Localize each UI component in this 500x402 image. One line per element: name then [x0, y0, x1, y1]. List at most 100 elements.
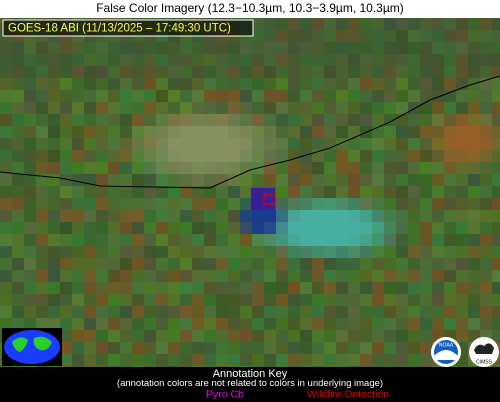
image-pixel	[372, 18, 384, 30]
image-pixel	[24, 234, 36, 246]
image-pixel	[420, 210, 432, 222]
image-pixel	[84, 294, 96, 306]
image-pixel	[0, 246, 12, 258]
image-pixel	[480, 162, 492, 174]
image-pixel	[432, 306, 444, 318]
image-pixel	[96, 222, 108, 234]
image-pixel	[120, 258, 132, 270]
image-pixel	[12, 198, 24, 210]
image-pixel	[168, 162, 180, 174]
image-pixel	[396, 90, 408, 102]
image-pixel	[24, 258, 36, 270]
image-pixel	[240, 282, 252, 294]
image-pixel	[456, 114, 468, 126]
image-pixel	[108, 366, 120, 367]
image-pixel	[312, 318, 324, 330]
image-pixel	[180, 234, 192, 246]
image-pixel	[468, 138, 480, 150]
image-pixel	[0, 282, 12, 294]
image-pixel	[240, 78, 252, 90]
image-pixel	[300, 330, 312, 342]
image-pixel	[480, 30, 492, 42]
image-pixel	[420, 186, 432, 198]
image-pixel	[336, 306, 348, 318]
image-pixel	[276, 270, 288, 282]
image-pixel	[108, 246, 120, 258]
image-pixel	[36, 246, 48, 258]
image-pixel	[0, 126, 12, 138]
image-pixel	[60, 210, 72, 222]
image-pixel	[408, 66, 420, 78]
image-pixel	[252, 210, 264, 222]
image-pixel	[0, 222, 12, 234]
image-pixel	[300, 18, 312, 30]
image-pixel	[276, 318, 288, 330]
image-pixel	[228, 270, 240, 282]
image-pixel	[252, 78, 264, 90]
image-pixel	[156, 186, 168, 198]
image-pixel	[264, 126, 276, 138]
key-title: Annotation Key	[213, 368, 288, 380]
image-pixel	[216, 42, 228, 54]
image-pixel	[0, 162, 12, 174]
image-pixel	[384, 54, 396, 66]
image-pixel	[216, 318, 228, 330]
image-pixel	[72, 150, 84, 162]
image-pixel	[456, 294, 468, 306]
image-pixel	[444, 78, 456, 90]
image-pixel	[48, 186, 60, 198]
image-pixel	[144, 282, 156, 294]
image-pixel	[300, 42, 312, 54]
image-pixel	[48, 210, 60, 222]
image-pixel	[156, 102, 168, 114]
image-pixel	[84, 78, 96, 90]
image-pixel	[240, 90, 252, 102]
image-pixel	[12, 114, 24, 126]
image-pixel	[300, 138, 312, 150]
image-pixel	[72, 366, 84, 367]
image-pixel	[180, 318, 192, 330]
image-pixel	[228, 246, 240, 258]
image-pixel	[264, 150, 276, 162]
image-pixel	[348, 18, 360, 30]
image-pixel	[204, 186, 216, 198]
image-pixel	[120, 294, 132, 306]
image-pixel	[408, 270, 420, 282]
image-pixel	[288, 306, 300, 318]
image-pixel	[432, 174, 444, 186]
image-pixel	[180, 330, 192, 342]
image-pixel	[480, 54, 492, 66]
image-pixel	[168, 90, 180, 102]
image-pixel	[252, 18, 264, 30]
image-pixel	[252, 354, 264, 366]
image-pixel	[60, 306, 72, 318]
image-pixel	[300, 318, 312, 330]
image-pixel	[204, 102, 216, 114]
image-pixel	[288, 318, 300, 330]
image-pixel	[276, 102, 288, 114]
image-pixel	[108, 186, 120, 198]
image-pixel	[396, 42, 408, 54]
image-pixel	[156, 78, 168, 90]
image-pixel	[276, 186, 288, 198]
image-pixel	[48, 66, 60, 78]
image-pixel	[348, 186, 360, 198]
image-pixel	[204, 150, 216, 162]
image-pixel	[468, 282, 480, 294]
image-pixel	[348, 150, 360, 162]
image-pixel	[444, 138, 456, 150]
image-pixel	[324, 294, 336, 306]
image-pixel	[48, 318, 60, 330]
image-pixel	[216, 294, 228, 306]
title: False Color Imagery (12.3−10.3µm, 10.3−3…	[96, 1, 404, 15]
image-pixel	[96, 318, 108, 330]
image-pixel	[408, 366, 420, 367]
image-pixel	[492, 114, 500, 126]
image-pixel	[0, 78, 12, 90]
image-pixel	[264, 138, 276, 150]
image-pixel	[336, 90, 348, 102]
image-pixel	[0, 234, 12, 246]
border-line	[0, 75, 500, 189]
image-pixel	[108, 174, 120, 186]
image-pixel	[420, 162, 432, 174]
